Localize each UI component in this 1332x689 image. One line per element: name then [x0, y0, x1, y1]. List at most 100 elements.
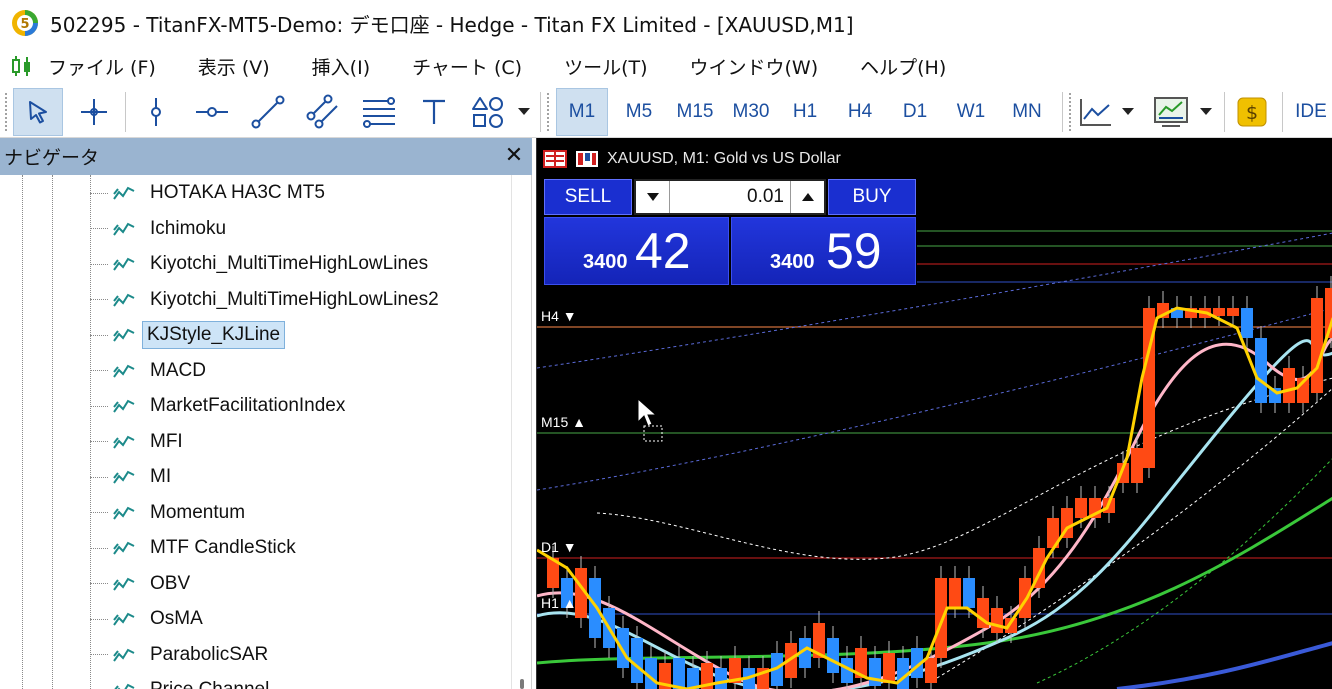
candle-body — [1047, 518, 1059, 548]
h4-level-label: H4 ▼ — [541, 308, 577, 324]
indicators-button[interactable] — [1076, 88, 1116, 136]
market-button[interactable]: $ — [1232, 88, 1272, 136]
horizontal-line-icon — [196, 107, 228, 117]
indicator-item[interactable]: Momentum — [90, 496, 249, 530]
indicator-label: MI — [150, 466, 172, 487]
indicator-item[interactable]: OBV — [90, 567, 194, 601]
indicator-item[interactable]: KJStyle_KJLine — [90, 318, 286, 352]
lot-size-field[interactable]: 0.01 — [634, 179, 826, 215]
timeframe-w1-button[interactable]: W1 — [956, 101, 986, 122]
shapes-dropdown-caret-icon[interactable] — [518, 108, 530, 115]
lot-decrease-button[interactable] — [636, 181, 670, 213]
indicator-item[interactable]: OsMA — [90, 602, 207, 636]
indicator-label: Ichimoku — [150, 217, 227, 239]
timeframe-mn-button[interactable]: MN — [1012, 101, 1042, 122]
horizontal-line-tool-button[interactable] — [190, 88, 234, 136]
navigator-scrollbar-thumb[interactable] — [520, 679, 524, 689]
indicator-item[interactable]: MI — [90, 460, 175, 494]
indicator-item[interactable]: Kiyotchi_MultiTimeHighLowLines — [90, 247, 432, 281]
chart-window[interactable]: XAUUSD, M1: Gold vs US Dollar SELL 0.01 … — [536, 138, 1332, 689]
tree-connector — [90, 334, 108, 336]
indicator-item[interactable]: MACD — [90, 354, 210, 388]
navigator-tree[interactable]: HOTAKA HA3C MT5 Ichimoku Kiyotchi_MultiTim… — [0, 175, 512, 689]
indicators-dropdown-caret-icon[interactable] — [1122, 108, 1134, 115]
indicator-item[interactable]: ParabolicSAR — [90, 638, 272, 672]
indicator-label: Kiyotchi_MultiTimeHighLowLines — [150, 253, 429, 274]
tree-connector — [90, 192, 108, 194]
tree-connector — [90, 228, 108, 229]
moving-average-yellow — [537, 306, 1332, 689]
menu-tools[interactable]: ツール(T) — [564, 56, 648, 79]
indicator-label: MarketFacilitationIndex — [150, 395, 346, 416]
menu-help[interactable]: ヘルプ(H) — [860, 56, 947, 79]
sell-button[interactable]: SELL — [544, 179, 632, 215]
indicator-item[interactable]: Kiyotchi_MultiTimeHighLowLines2 — [90, 283, 443, 317]
indicator-item[interactable]: Price Channel — [90, 673, 273, 689]
trendline-tool-button[interactable] — [246, 88, 290, 136]
candle-body — [785, 643, 797, 678]
toolbar-separator — [1282, 92, 1283, 132]
indicator-item[interactable]: HOTAKA HA3C MT5 — [90, 176, 329, 210]
menu-view[interactable]: 表示 (V) — [197, 56, 270, 79]
candle-body — [1075, 498, 1087, 518]
indicator-icon — [113, 399, 135, 413]
ask-price-box[interactable]: 3400 59 — [731, 217, 916, 285]
ask-price-prefix: 3400 — [770, 251, 815, 273]
navigator-scrollbar[interactable] — [511, 175, 531, 689]
channel-tool-button[interactable] — [300, 88, 346, 136]
timeframe-m1-button[interactable]: M1 — [556, 88, 608, 136]
candle-body — [1019, 578, 1031, 618]
menu-window[interactable]: ウインドウ(W) — [689, 56, 819, 79]
text-tool-button[interactable] — [412, 88, 456, 136]
timeframe-m15-button[interactable]: M15 — [676, 101, 714, 122]
one-click-trading-panel: SELL 0.01 BUY 3400 42 3400 59 — [544, 179, 916, 285]
candle-body — [547, 558, 559, 588]
toolbar-grip[interactable] — [1068, 92, 1072, 132]
h1-level-label: H1 ▲ — [541, 595, 577, 611]
timeframe-m30-button[interactable]: M30 — [732, 101, 770, 122]
lot-increase-button[interactable] — [790, 181, 824, 213]
tree-connector — [90, 405, 108, 407]
fibonacci-tool-button[interactable] — [356, 88, 402, 136]
toolbar-grip[interactable] — [546, 92, 550, 132]
triangle-up-icon — [801, 193, 814, 201]
menu-charts[interactable]: チャート (C) — [412, 56, 523, 79]
timeframe-h1-button[interactable]: H1 — [792, 101, 818, 122]
indicator-item[interactable]: MTF CandleStick — [90, 531, 300, 565]
title-bar: 5 502295 - TitanFX-MT5-Demo: デモ口座 - Hedg… — [0, 0, 1332, 46]
toolbar-grip[interactable] — [4, 92, 8, 132]
indicator-item[interactable]: Ichimoku — [90, 212, 230, 246]
indicator-icon — [113, 186, 135, 200]
buy-button[interactable]: BUY — [828, 179, 916, 215]
lot-size-value[interactable]: 0.01 — [747, 186, 784, 207]
svg-text:$: $ — [1246, 102, 1258, 124]
menu-file[interactable]: ファイル (F) — [48, 56, 156, 79]
indicator-label: MFI — [150, 430, 183, 452]
indicator-icon — [113, 506, 135, 520]
bid-price-box[interactable]: 3400 42 — [544, 217, 729, 285]
tree-guide-line — [90, 175, 91, 689]
mouse-cursor-icon — [637, 398, 663, 442]
shapes-tool-button[interactable] — [466, 88, 510, 136]
trade-panel-toggle-icon[interactable] — [543, 150, 567, 168]
indicator-label: Kiyotchi_MultiTimeHighLowLines2 — [150, 288, 439, 310]
timeframe-h4-button[interactable]: H4 — [847, 101, 873, 122]
navigator-close-icon[interactable]: ✕ — [504, 143, 524, 168]
crosshair-tool-button[interactable] — [70, 88, 118, 136]
ide-button[interactable]: IDE — [1295, 101, 1327, 122]
cursor-tool-button[interactable] — [13, 88, 63, 136]
tree-connector — [90, 512, 108, 513]
timeframe-d1-button[interactable]: D1 — [902, 101, 928, 122]
templates-dropdown-caret-icon[interactable] — [1200, 108, 1212, 115]
navigator-panel: ナビゲータ ✕ HOTAKA HA3C MT5 Ichimoku Kiyotchi_… — [0, 138, 532, 689]
navigator-title: ナビゲータ — [4, 147, 100, 169]
indicator-item[interactable]: MFI — [90, 425, 187, 459]
templates-button[interactable] — [1148, 88, 1194, 136]
menu-insert[interactable]: 挿入(I) — [311, 56, 371, 79]
price-chart[interactable] — [537, 138, 1332, 689]
indicator-item[interactable]: MarketFacilitationIndex — [90, 389, 349, 423]
indicator-label: MTF CandleStick — [150, 537, 296, 558]
tree-connector — [90, 547, 108, 549]
timeframe-m5-button[interactable]: M5 — [625, 101, 653, 122]
vertical-line-tool-button[interactable] — [134, 88, 178, 136]
